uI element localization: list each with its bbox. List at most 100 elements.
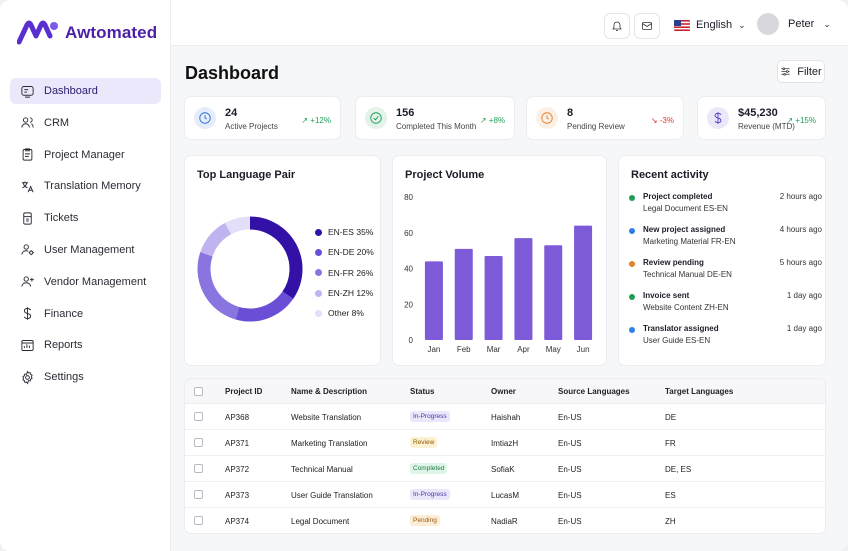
filter-button[interactable]: Filter [777,60,825,83]
cell-owner: ImtiazH [491,439,519,448]
users-icon [19,115,35,131]
bar-feb[interactable] [454,248,473,340]
language-pair-legend: EN-ES 35% EN-DE 20% EN-FR 26% EN-ZH 12% Othe… [315,222,374,323]
activity-title-text: Translator assigned [643,324,719,333]
language-selector[interactable]: English ⌄ [674,19,746,31]
cell-name: Website Translation [291,413,362,422]
x-tick-label: Feb [457,345,471,354]
cell-owner: NadiaR [491,517,518,526]
sidebar-item-reports[interactable]: Reports [10,332,161,358]
messages-button[interactable] [634,13,660,39]
sidebar-nav: Dashboard CRM Project Manager Translation M… [10,78,161,396]
donut-slice[interactable] [200,222,232,257]
legend-item: EN-ZH 12% [315,283,374,303]
row-checkbox[interactable] [194,438,203,447]
sidebar-item-vendor-management[interactable]: Vendor Management [10,269,161,295]
legend-dot [315,289,322,297]
trend-down-icon: ↘ [650,116,660,125]
donut-slice[interactable] [235,291,294,322]
bar-may[interactable] [544,245,563,340]
bar-mar[interactable] [484,255,503,340]
status-dot [629,261,635,267]
status-dot [629,228,635,234]
column-header[interactable]: Project ID [225,387,263,396]
row-checkbox[interactable] [194,516,203,525]
sidebar-item-finance[interactable]: Finance [10,301,161,327]
clock-icon [194,107,216,129]
legend-label: EN-ZH 12% [328,288,374,299]
dashboard-icon [19,83,35,99]
clock-icon [536,107,558,129]
cell-owner: SofiaK [491,465,515,474]
row-checkbox[interactable] [194,464,203,473]
row-checkbox[interactable] [194,412,203,421]
sidebar-item-label: Reports [44,339,83,352]
activity-time: 4 hours ago [779,225,822,234]
donut-slice[interactable] [224,216,251,235]
stat-label: Active Projects [225,122,278,131]
legend-label: EN-ES 35% [328,227,374,238]
cell-name: Technical Manual [291,465,353,474]
table-header: Project ID Name & Description Status Owner S… [185,379,825,404]
user-name: Peter [788,18,815,30]
legend-item: Other 8% [315,303,374,323]
cell-id: AP372 [225,465,250,474]
stat-label: Pending Review [567,122,625,131]
legend-label: EN-DE 20% [328,247,374,258]
donut-slice[interactable] [249,216,303,299]
bar-jan[interactable] [424,261,443,340]
column-header[interactable]: Owner [491,387,516,396]
cell-name: Marketing Translation [291,439,368,448]
activity-time: 1 day ago [786,291,822,300]
sidebar-item-user-management[interactable]: User Management [10,237,161,263]
activity-time: 5 hours ago [779,258,822,267]
bar-jun[interactable] [574,225,593,340]
notifications-button[interactable] [604,13,630,39]
cell-source: En-US [558,517,582,526]
bar-apr[interactable] [514,238,533,340]
column-header[interactable]: Name & Description [291,387,368,396]
activity-title-text: Invoice sent [643,291,690,300]
sidebar-item-tickets[interactable]: Tickets [10,205,161,231]
table-row[interactable]: AP373 User Guide Translation In-Progress Lu… [185,482,825,508]
table-row[interactable]: AP371 Marketing Translation Review ImtiazH E… [185,430,825,456]
cell-target: ES [665,491,676,500]
x-tick-label: Jan [427,345,440,354]
chevron-down-icon: ⌄ [738,19,746,30]
status-badge: Review [410,437,438,448]
table-row[interactable]: AP368 Website Translation In-Progress Haish… [185,404,825,430]
activity-time: 2 hours ago [779,192,822,201]
select-all-checkbox[interactable] [194,387,203,396]
donut-slice[interactable] [197,252,240,320]
sidebar-item-settings[interactable]: Settings [10,364,161,390]
table-row[interactable]: AP374 Legal Document Pending NadiaR En-US ZH [185,508,825,533]
chevron-down-icon: ⌄ [823,18,831,29]
y-tick-label: 40 [404,265,413,274]
column-header[interactable]: Source Languages [558,387,630,396]
column-header[interactable]: Status [410,387,435,396]
cell-target: DE [665,413,677,422]
status-dot [629,195,635,201]
translate-icon [19,178,35,194]
activity-subtitle: User Guide ES-EN [643,336,711,345]
cell-source: En-US [558,491,582,500]
column-header[interactable]: Target Languages [665,387,734,396]
cell-id: AP368 [225,413,250,422]
sidebar-item-project-manager[interactable]: Project Manager [10,142,161,168]
sidebar: Awtomated Dashboard CRM Project Manager Tra… [0,0,171,551]
user-menu[interactable]: Peter ⌄ [757,13,831,35]
stat-card: 156 Completed This Month ↗ +8% [355,96,515,140]
stat-trend: ↗ +15% [786,116,816,125]
stat-card: 24 Active Projects ↗ +12% [184,96,341,140]
table-row[interactable]: AP372 Technical Manual Completed SofiaK En-U… [185,456,825,482]
row-checkbox[interactable] [194,490,203,499]
sidebar-item-translation-memory[interactable]: Translation Memory [10,173,161,199]
reports-icon [19,337,35,353]
stat-trend-value: +8% [488,116,505,125]
dollar-icon [19,306,35,322]
sidebar-item-dashboard[interactable]: Dashboard [10,78,161,104]
logo[interactable]: Awtomated [17,20,157,46]
sidebar-item-crm[interactable]: CRM [10,110,161,136]
legend-dot [315,228,322,236]
